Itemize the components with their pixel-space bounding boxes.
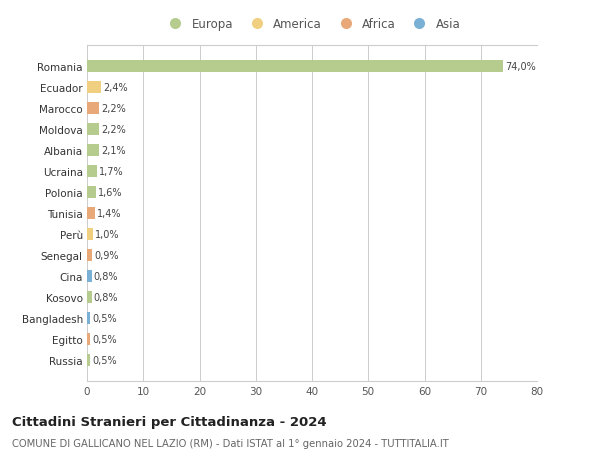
Text: 2,4%: 2,4% bbox=[103, 83, 127, 93]
Text: 0,5%: 0,5% bbox=[92, 313, 116, 323]
Text: 2,2%: 2,2% bbox=[101, 104, 127, 114]
Bar bbox=[87, 145, 99, 157]
Bar bbox=[87, 270, 91, 282]
Bar bbox=[87, 333, 90, 345]
Bar bbox=[87, 187, 96, 198]
Bar bbox=[87, 250, 92, 261]
Text: 1,7%: 1,7% bbox=[99, 167, 124, 177]
Bar bbox=[87, 229, 92, 240]
Text: 74,0%: 74,0% bbox=[506, 62, 536, 72]
Bar bbox=[87, 354, 90, 366]
Bar bbox=[87, 166, 97, 177]
Bar bbox=[87, 291, 91, 303]
Text: 0,9%: 0,9% bbox=[94, 250, 119, 260]
Bar bbox=[87, 207, 95, 219]
Text: 1,0%: 1,0% bbox=[95, 230, 119, 239]
Text: 1,6%: 1,6% bbox=[98, 188, 123, 197]
Bar bbox=[87, 313, 90, 324]
Text: 0,5%: 0,5% bbox=[92, 355, 116, 365]
Bar bbox=[87, 103, 100, 114]
Text: 2,2%: 2,2% bbox=[101, 125, 127, 134]
Bar bbox=[87, 61, 503, 73]
Text: 1,4%: 1,4% bbox=[97, 208, 122, 218]
Legend: Europa, America, Africa, Asia: Europa, America, Africa, Asia bbox=[161, 16, 463, 34]
Text: 0,8%: 0,8% bbox=[94, 271, 118, 281]
Text: 0,8%: 0,8% bbox=[94, 292, 118, 302]
Text: COMUNE DI GALLICANO NEL LAZIO (RM) - Dati ISTAT al 1° gennaio 2024 - TUTTITALIA.: COMUNE DI GALLICANO NEL LAZIO (RM) - Dat… bbox=[12, 438, 449, 448]
Text: 0,5%: 0,5% bbox=[92, 334, 116, 344]
Text: 2,1%: 2,1% bbox=[101, 146, 125, 156]
Bar bbox=[87, 124, 100, 135]
Bar bbox=[87, 82, 101, 94]
Text: Cittadini Stranieri per Cittadinanza - 2024: Cittadini Stranieri per Cittadinanza - 2… bbox=[12, 415, 326, 428]
